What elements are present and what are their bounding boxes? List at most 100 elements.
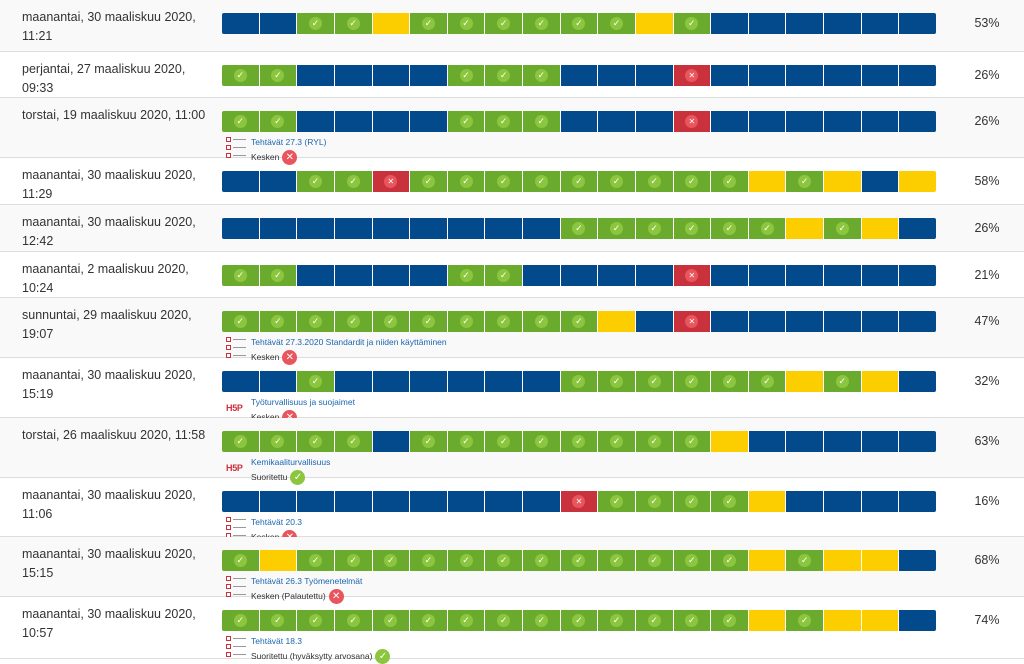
question-box-not-attempted[interactable] — [447, 218, 486, 239]
question-box-correct[interactable]: ✓ — [447, 65, 486, 86]
question-box-not-attempted[interactable] — [824, 311, 862, 332]
question-box-partial[interactable] — [748, 550, 787, 571]
question-box-partial[interactable] — [598, 311, 636, 332]
question-box-not-attempted[interactable] — [372, 218, 411, 239]
question-box-incorrect[interactable]: ✕ — [372, 171, 411, 192]
question-box-correct[interactable]: ✓ — [673, 491, 712, 512]
activity-link[interactable]: Tehtävät 26.3 Työmenetelmät — [251, 576, 363, 586]
question-box-incorrect[interactable]: ✕ — [673, 311, 712, 332]
question-box-not-attempted[interactable] — [711, 265, 749, 286]
question-box-correct[interactable]: ✓ — [259, 610, 298, 631]
question-box-correct[interactable]: ✓ — [410, 550, 448, 571]
question-box-not-attempted[interactable] — [861, 111, 900, 132]
question-box-not-attempted[interactable] — [259, 218, 298, 239]
activity-link[interactable]: Tehtävät 27.3.2020 Standardit ja niiden … — [251, 337, 447, 347]
question-box-correct[interactable]: ✓ — [711, 550, 749, 571]
question-box-partial[interactable] — [861, 550, 900, 571]
question-box-not-attempted[interactable] — [824, 491, 862, 512]
question-box-not-attempted[interactable] — [523, 265, 561, 286]
question-box-not-attempted[interactable] — [824, 65, 862, 86]
question-box-correct[interactable]: ✓ — [523, 65, 561, 86]
question-box-correct[interactable]: ✓ — [222, 550, 260, 571]
question-box-correct[interactable]: ✓ — [372, 610, 411, 631]
question-box-not-attempted[interactable] — [372, 371, 411, 392]
question-box-not-attempted[interactable] — [786, 265, 824, 286]
question-box-correct[interactable]: ✓ — [523, 171, 561, 192]
question-box-correct[interactable]: ✓ — [748, 371, 787, 392]
question-box-not-attempted[interactable] — [560, 265, 599, 286]
question-box-correct[interactable]: ✓ — [786, 171, 824, 192]
question-box-correct[interactable]: ✓ — [673, 371, 712, 392]
question-box-partial[interactable] — [824, 171, 862, 192]
question-box-correct[interactable]: ✓ — [673, 610, 712, 631]
question-box-not-attempted[interactable] — [635, 311, 674, 332]
question-box-correct[interactable]: ✓ — [297, 610, 335, 631]
question-box-partial[interactable] — [259, 550, 298, 571]
question-box-correct[interactable]: ✓ — [485, 265, 523, 286]
question-box-not-attempted[interactable] — [523, 491, 561, 512]
question-box-correct[interactable]: ✓ — [711, 371, 749, 392]
question-box-not-attempted[interactable] — [786, 311, 824, 332]
question-box-correct[interactable]: ✓ — [372, 550, 411, 571]
question-box-not-attempted[interactable] — [899, 311, 936, 332]
question-box-not-attempted[interactable] — [899, 610, 936, 631]
question-box-correct[interactable]: ✓ — [673, 218, 712, 239]
question-box-not-attempted[interactable] — [410, 371, 448, 392]
question-box-correct[interactable]: ✓ — [485, 111, 523, 132]
activity-link[interactable]: Tehtävät 18.3 — [251, 636, 303, 646]
question-box-correct[interactable]: ✓ — [523, 111, 561, 132]
question-box-correct[interactable]: ✓ — [673, 431, 712, 452]
question-box-not-attempted[interactable] — [899, 431, 936, 452]
question-box-correct[interactable]: ✓ — [598, 431, 636, 452]
question-box-not-attempted[interactable] — [635, 111, 674, 132]
question-box-not-attempted[interactable] — [899, 550, 936, 571]
question-box-not-attempted[interactable] — [334, 218, 373, 239]
question-box-correct[interactable]: ✓ — [334, 550, 373, 571]
question-box-not-attempted[interactable] — [598, 265, 636, 286]
question-box-partial[interactable] — [711, 431, 749, 452]
question-box-correct[interactable]: ✓ — [673, 13, 712, 34]
question-box-partial[interactable] — [748, 491, 787, 512]
question-box-correct[interactable]: ✓ — [297, 550, 335, 571]
question-box-correct[interactable]: ✓ — [673, 550, 712, 571]
question-box-correct[interactable]: ✓ — [523, 550, 561, 571]
question-box-correct[interactable]: ✓ — [259, 431, 298, 452]
question-box-correct[interactable]: ✓ — [334, 431, 373, 452]
question-box-partial[interactable] — [861, 371, 900, 392]
question-box-not-attempted[interactable] — [523, 371, 561, 392]
question-box-correct[interactable]: ✓ — [297, 13, 335, 34]
question-box-not-attempted[interactable] — [598, 65, 636, 86]
question-box-not-attempted[interactable] — [899, 491, 936, 512]
question-box-correct[interactable]: ✓ — [410, 171, 448, 192]
question-box-not-attempted[interactable] — [861, 65, 900, 86]
question-box-correct[interactable]: ✓ — [372, 311, 411, 332]
question-box-correct[interactable]: ✓ — [222, 265, 260, 286]
question-box-partial[interactable] — [372, 13, 411, 34]
question-box-correct[interactable]: ✓ — [635, 431, 674, 452]
question-box-not-attempted[interactable] — [259, 491, 298, 512]
question-box-partial[interactable] — [748, 610, 787, 631]
question-box-not-attempted[interactable] — [372, 431, 411, 452]
question-box-not-attempted[interactable] — [861, 431, 900, 452]
question-box-not-attempted[interactable] — [447, 371, 486, 392]
question-box-correct[interactable]: ✓ — [635, 550, 674, 571]
question-box-partial[interactable] — [861, 218, 900, 239]
question-box-correct[interactable]: ✓ — [297, 171, 335, 192]
question-box-not-attempted[interactable] — [861, 265, 900, 286]
question-box-correct[interactable]: ✓ — [485, 13, 523, 34]
question-box-not-attempted[interactable] — [334, 111, 373, 132]
question-box-not-attempted[interactable] — [410, 65, 448, 86]
question-box-not-attempted[interactable] — [748, 265, 787, 286]
question-box-not-attempted[interactable] — [297, 491, 335, 512]
question-box-correct[interactable]: ✓ — [635, 371, 674, 392]
question-box-not-attempted[interactable] — [786, 65, 824, 86]
question-box-partial[interactable] — [786, 218, 824, 239]
question-box-correct[interactable]: ✓ — [523, 610, 561, 631]
question-box-not-attempted[interactable] — [824, 111, 862, 132]
question-box-correct[interactable]: ✓ — [523, 311, 561, 332]
question-box-correct[interactable]: ✓ — [560, 218, 599, 239]
question-box-not-attempted[interactable] — [334, 65, 373, 86]
question-box-not-attempted[interactable] — [786, 111, 824, 132]
question-box-not-attempted[interactable] — [222, 218, 260, 239]
activity-link[interactable]: Tehtävät 27.3 (RYL) — [251, 137, 327, 147]
